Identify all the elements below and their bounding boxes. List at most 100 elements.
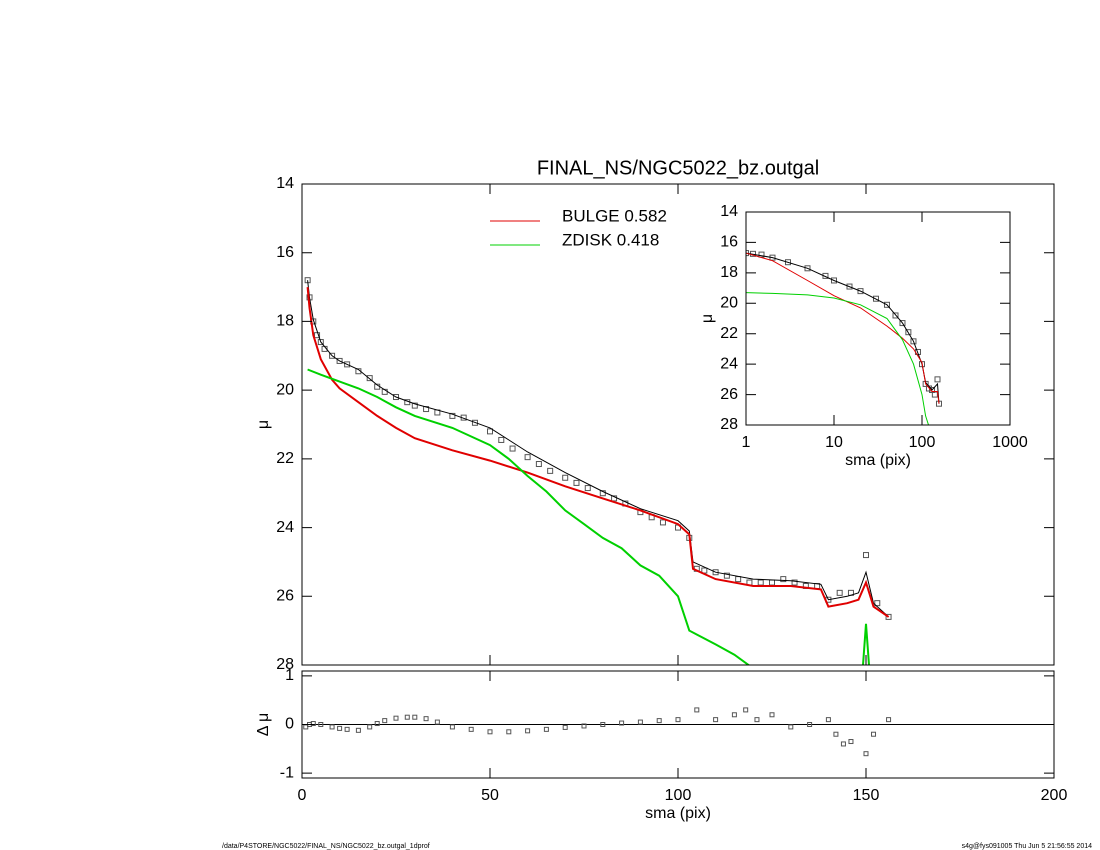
data-point: [468, 726, 474, 732]
data-point: [543, 726, 549, 732]
y-tick-label: 28: [276, 656, 294, 673]
data-point: [366, 375, 373, 382]
series-line: [746, 252, 940, 404]
data-point: [804, 265, 811, 272]
data-point: [886, 717, 892, 723]
data-point: [791, 579, 798, 586]
x-tick-label: 100: [909, 434, 936, 451]
data-point: [344, 726, 350, 732]
y-tick-label: 20: [720, 295, 738, 312]
data-point: [874, 600, 881, 607]
data-point: [784, 259, 791, 266]
footer-stamp: s4g@fys091005 Thu Jun 5 21:56:55 2014: [962, 843, 1092, 850]
data-point: [581, 723, 587, 729]
y-tick-label: 26: [720, 386, 738, 403]
data-point: [487, 729, 493, 735]
data-point: [524, 454, 531, 461]
y-tick-label: 18: [720, 264, 738, 281]
data-point: [337, 725, 343, 731]
data-point: [562, 474, 569, 481]
data-point: [871, 731, 877, 737]
y-axis-label: μ: [699, 314, 716, 323]
y-tick-label: 22: [276, 450, 294, 467]
data-point: [611, 495, 618, 502]
data-point: [600, 722, 606, 727]
data-point: [836, 589, 843, 596]
data-point: [314, 332, 321, 339]
y-tick-label: 0: [285, 716, 294, 733]
data-point: [694, 707, 700, 713]
plot-area: [304, 277, 892, 665]
x-tick-label: 100: [665, 787, 692, 804]
data-point: [637, 719, 643, 725]
data-point: [857, 288, 864, 295]
data-point: [735, 576, 742, 583]
data-point: [743, 707, 749, 713]
x-tick-label: 50: [481, 787, 499, 804]
data-point: [584, 485, 591, 492]
data-point: [344, 361, 351, 368]
data-point: [393, 715, 399, 721]
data-point: [404, 714, 410, 720]
series-line: [746, 252, 940, 404]
y-tick-label: 14: [276, 175, 294, 192]
data-point: [831, 277, 837, 284]
data-point: [769, 579, 775, 586]
y-tick-label: 22: [720, 325, 738, 342]
data-point: [367, 724, 373, 730]
y-tick-label: 16: [276, 244, 294, 261]
y-tick-label: 1: [285, 667, 294, 684]
data-point: [411, 402, 418, 409]
x-tick-label: 1: [742, 434, 751, 451]
data-point: [382, 718, 388, 724]
plot-area: [746, 250, 942, 425]
data-point: [713, 717, 719, 723]
y-tick-label: 18: [276, 313, 294, 330]
x-tick-label: 150: [853, 787, 880, 804]
data-point: [883, 301, 890, 308]
data-point: [355, 727, 361, 733]
data-point: [899, 320, 906, 327]
data-point: [525, 728, 531, 734]
data-point: [656, 718, 662, 724]
y-axis-label: μ: [255, 420, 272, 429]
data-point: [329, 352, 336, 359]
axes-frame: [745, 211, 1011, 426]
data-point: [562, 724, 568, 730]
y-tick-label: 24: [720, 355, 738, 372]
inset-background: [746, 212, 1010, 425]
data-point: [825, 717, 831, 723]
y-tick-label: 28: [720, 416, 738, 433]
data-point: [848, 739, 854, 745]
legend-label: ZDISK 0.418: [562, 230, 659, 249]
y-tick-label: 24: [276, 519, 294, 536]
data-point: [374, 721, 380, 727]
data-point: [573, 479, 580, 486]
data-point: [840, 741, 846, 747]
series-line: [307, 280, 889, 618]
x-axis-label: sma (pix): [845, 452, 911, 469]
series-line: [307, 368, 871, 665]
data-point: [807, 722, 813, 727]
legend-label: BULGE 0.582: [562, 206, 667, 225]
data-point: [731, 712, 737, 718]
data-point: [506, 729, 512, 735]
data-point: [487, 428, 493, 435]
x-axis-label: sma (pix): [645, 805, 711, 822]
data-point: [905, 329, 912, 336]
data-point: [754, 717, 760, 723]
data-point: [872, 295, 879, 302]
data-point: [788, 724, 794, 730]
data-point: [509, 445, 516, 452]
data-point: [931, 391, 938, 398]
data-point: [769, 712, 775, 718]
data-point: [535, 461, 542, 468]
data-point: [449, 412, 456, 419]
x-tick-label: 1000: [992, 434, 1028, 451]
data-point: [892, 312, 899, 319]
y-axis-label: Δ μ: [255, 713, 272, 736]
y-tick-label: 16: [720, 234, 738, 251]
footer-path: /data/P4STORE/NGC5022/FINAL_NS/NGC5022_b…: [222, 843, 430, 850]
data-point: [393, 394, 399, 401]
